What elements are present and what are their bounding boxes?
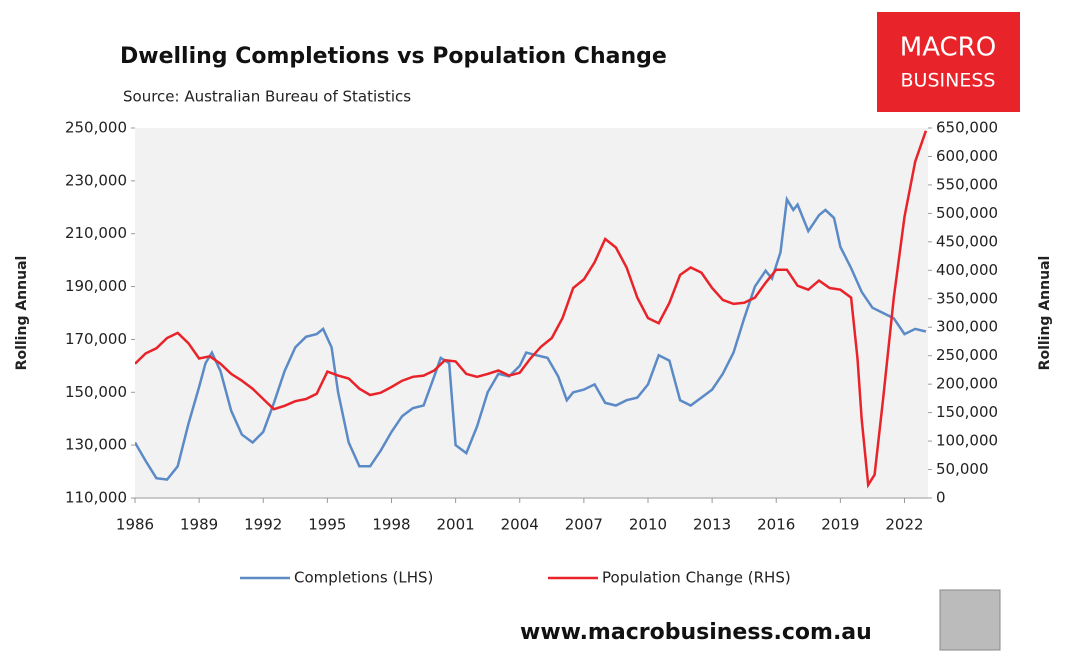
x-tick-label: 2022 [885, 516, 923, 534]
x-tick-label: 1986 [116, 516, 154, 534]
chart-subtitle: Source: Australian Bureau of Statistics [123, 88, 411, 106]
wolf-icon [939, 589, 1001, 651]
legend-label: Population Change (RHS) [602, 569, 791, 587]
y2-tick-label: 600,000 [936, 147, 998, 165]
y2-tick-label: 400,000 [936, 261, 998, 279]
legend-label: Completions (LHS) [294, 569, 433, 587]
x-tick-label: 1989 [180, 516, 218, 534]
x-tick-label: 1998 [372, 516, 410, 534]
y-tick-label: 210,000 [65, 224, 127, 242]
y-tick-label: 250,000 [65, 119, 127, 137]
x-tick-label: 2010 [629, 516, 667, 534]
y-tick-label: 230,000 [65, 171, 127, 189]
series-line [135, 195, 927, 481]
x-tick-label: 1992 [244, 516, 282, 534]
y2-tick-label: 450,000 [936, 232, 998, 250]
x-tick-label: 2019 [821, 516, 859, 534]
y2-tick-label: 650,000 [936, 119, 998, 137]
y2-tick-label: 100,000 [936, 432, 998, 450]
y-tick-label: 190,000 [65, 277, 127, 295]
y2-tick-label: 200,000 [936, 375, 998, 393]
x-tick-label: 2016 [757, 516, 795, 534]
chart-title: Dwelling Completions vs Population Chang… [120, 44, 667, 69]
x-tick-label: 2004 [501, 516, 539, 534]
y-tick-label: 150,000 [65, 383, 127, 401]
x-tick-label: 2007 [565, 516, 603, 534]
y2-tick-label: 500,000 [936, 204, 998, 222]
y2-tick-label: 300,000 [936, 318, 998, 336]
y2-axis-label: Rolling Annual [1037, 256, 1053, 371]
x-tick-label: 1995 [308, 516, 346, 534]
logo-text: MACRO [900, 33, 996, 63]
x-tick-label: 2013 [693, 516, 731, 534]
y-tick-label: 170,000 [65, 330, 127, 348]
y2-tick-label: 250,000 [936, 346, 998, 364]
y2-tick-label: 550,000 [936, 175, 998, 193]
x-tick-label: 2001 [437, 516, 475, 534]
logo [877, 12, 1020, 112]
y2-tick-label: 350,000 [936, 289, 998, 307]
logo-text: BUSINESS [901, 70, 996, 92]
footer-url: www.macrobusiness.com.au [520, 620, 872, 645]
y2-tick-label: 50,000 [936, 460, 989, 478]
series-line [135, 130, 928, 489]
y2-tick-label: 150,000 [936, 403, 998, 421]
y-tick-label: 110,000 [65, 489, 127, 507]
y-axis-label: Rolling Annual [14, 256, 30, 371]
y-tick-label: 130,000 [65, 436, 127, 454]
y2-tick-label: 0 [936, 489, 946, 507]
plot-area [135, 128, 928, 498]
